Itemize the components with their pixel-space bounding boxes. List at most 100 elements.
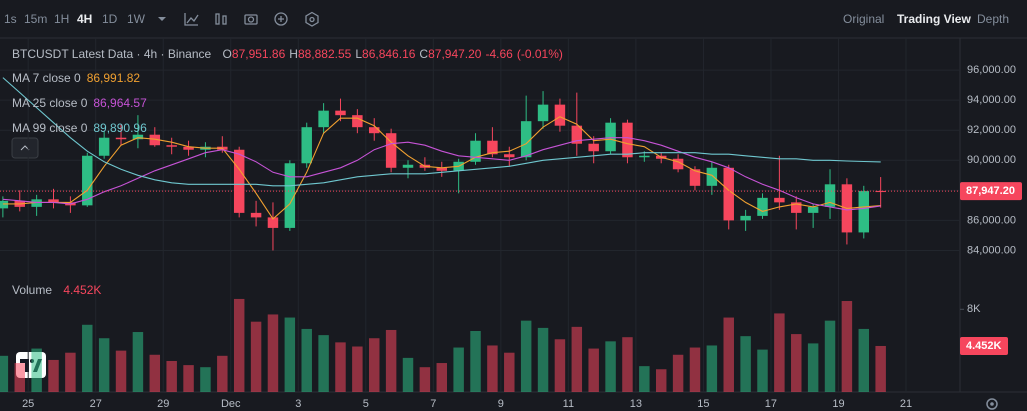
volume-bar: [402, 357, 414, 392]
candle-body: [132, 134, 144, 140]
x-tick-label: 29: [157, 398, 169, 410]
ohlc-legend: BTCUSDT Latest Data · 4h · Binance O87,9…: [12, 47, 567, 61]
volume-bar: [520, 320, 532, 392]
add-plus: [278, 16, 284, 22]
more-intervals[interactable]: [158, 17, 166, 21]
view-tab[interactable]: Depth: [977, 12, 1010, 26]
collapse-legend-button[interactable]: [11, 137, 39, 159]
ohlc-values: O87,951.86 H88,882.55 L86,846.16 C87,947.20…: [223, 47, 565, 61]
candle-body: [31, 199, 42, 207]
y-tick-label: 92,000.00: [967, 124, 1016, 136]
volume-bar: [318, 335, 329, 392]
candle-type-icon[interactable]: [215, 13, 220, 25]
volume-bar: [267, 314, 279, 392]
volume-tag: [960, 336, 1008, 355]
volume-bar: [757, 349, 768, 392]
screenshot-lens: [247, 16, 255, 23]
volume-bar: [369, 338, 380, 392]
last-price-label: 87,947.20: [966, 185, 1015, 197]
volume-bar: [250, 321, 262, 392]
candle-body: [639, 155, 650, 158]
volume-bar: [622, 337, 633, 392]
interval-button[interactable]: 1H: [54, 12, 70, 26]
volume-bar: [14, 363, 25, 392]
candle-body: [554, 104, 566, 126]
candle-body: [807, 206, 819, 213]
volume-bar: [217, 355, 228, 392]
change-value: -4.66: [485, 47, 513, 61]
candles: [0, 91, 886, 251]
volume-bar: [571, 326, 583, 392]
interval-button[interactable]: 15m: [24, 12, 48, 26]
volume-bar: [149, 354, 161, 392]
volume-bar: [554, 339, 566, 392]
volume-bar: [791, 334, 802, 392]
interval-button[interactable]: 1D: [102, 12, 118, 26]
x-tick-label: 27: [90, 398, 102, 410]
ma-legend-row: MA 99 close 0 89,890.96: [12, 121, 149, 135]
candle-body: [301, 127, 312, 164]
ma-legend-row: MA 25 close 0 86,964.57: [12, 96, 149, 110]
volume-bar: [301, 328, 312, 392]
candle-body: [487, 140, 498, 155]
ma-value: 86,991.82: [86, 71, 141, 85]
candle-body: [402, 164, 414, 168]
ohlc-value: 87,951.86: [231, 47, 286, 61]
volume-bar: [200, 367, 211, 392]
candle-body: [757, 197, 768, 216]
volume-bar: [824, 320, 836, 392]
candle-body: [858, 191, 870, 233]
candle-body: [318, 110, 329, 128]
x-tick-label: 5: [363, 398, 369, 410]
interval-button[interactable]: 1s: [4, 12, 17, 26]
candle-body: [470, 140, 481, 162]
ma-name: MA 7 close 0: [12, 71, 81, 85]
y-tick-label: 84,000.00: [967, 244, 1016, 256]
interval-button[interactable]: 4H: [77, 12, 93, 26]
volume-bar: [807, 343, 819, 392]
ohlc-key: C: [419, 47, 429, 61]
volume-bar: [98, 338, 110, 392]
volume-bar: [453, 347, 464, 392]
volume-bar: [233, 298, 245, 392]
x-tick-label: 3: [295, 398, 301, 410]
indicator-icon[interactable]: [184, 13, 199, 26]
candle-body: [520, 121, 532, 158]
view-tab[interactable]: Trading View: [897, 12, 971, 26]
x-tick-label: 17: [765, 398, 777, 410]
x-tick-label: 11: [563, 398, 574, 410]
volume-bar: [706, 345, 718, 392]
interval-button[interactable]: 1W: [127, 12, 145, 26]
y-tick-label: 90,000.00: [967, 154, 1016, 166]
candle-body: [369, 127, 380, 134]
volume-bar: [0, 355, 9, 392]
settings-icon[interactable]: [305, 11, 319, 27]
ma-legend-row: MA 7 close 0 86,991.82: [12, 71, 142, 85]
volume-bars: [0, 298, 886, 392]
add-icon[interactable]: [274, 12, 288, 26]
x-tick-label: 25: [22, 398, 34, 410]
volume-bar: [82, 324, 93, 392]
x-tick-label: 21: [900, 398, 912, 410]
volume-bar: [841, 301, 853, 392]
x-tick-label: 7: [430, 398, 436, 410]
candle-body: [791, 202, 802, 213]
ohlc-value: 86,846.16: [362, 47, 416, 61]
view-tab[interactable]: Original: [843, 12, 885, 26]
ma-value: 89,890.96: [93, 121, 147, 135]
volume-bar: [689, 347, 701, 392]
candle-body: [166, 145, 177, 147]
volume-bar: [639, 366, 650, 392]
volume-bar: [504, 352, 515, 392]
volume-legend: Volume 4.452K: [12, 283, 103, 297]
time-settings-icon[interactable]: [986, 398, 998, 410]
volume-bar: [65, 352, 76, 392]
ohlc-key: L: [355, 47, 363, 61]
y-tick-label: 94,000.00: [967, 94, 1016, 106]
screenshot-icon[interactable]: [244, 14, 258, 25]
candle-body: [98, 137, 110, 156]
ohlc-value: 88,882.55: [297, 47, 352, 61]
candle-body: [537, 104, 549, 122]
candle-body: [233, 149, 245, 213]
